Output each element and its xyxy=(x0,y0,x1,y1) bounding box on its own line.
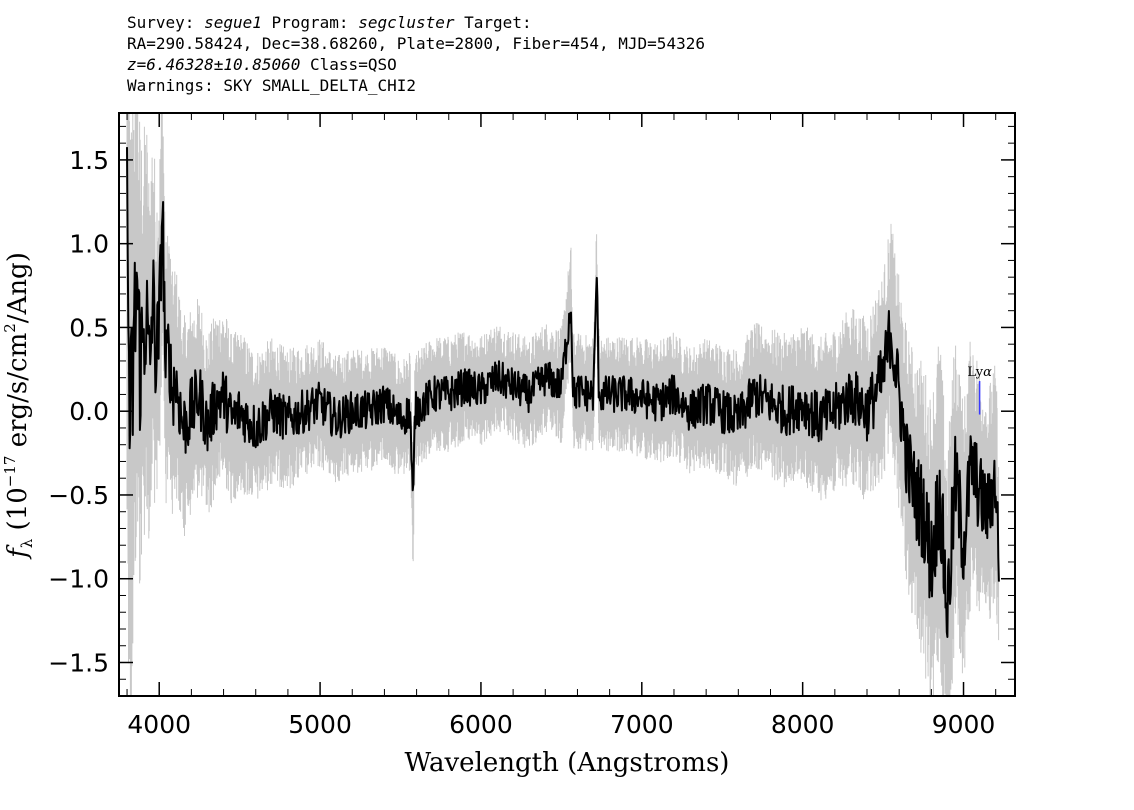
lya-label: Lyα xyxy=(967,365,992,380)
survey-name: segue1 xyxy=(204,13,262,32)
x-tick-label: 4000 xyxy=(127,710,191,739)
y-tick-label: 0.5 xyxy=(69,313,109,342)
x-tick-label: 8000 xyxy=(771,710,835,739)
y-tick-label: −0.5 xyxy=(48,481,109,510)
x-tick-label: 5000 xyxy=(288,710,352,739)
y-tick-label: −1.5 xyxy=(48,648,109,677)
axis-ticks: 4000 5000 6000 7000 8000 9000 −1.5 −1.0 −0.5 0.0 0… xyxy=(48,113,1015,739)
program-name: segcluster xyxy=(358,13,455,32)
header-line-warnings: Warnings: SKY SMALL_DELTA_CHI2 xyxy=(127,76,416,95)
plot-frame xyxy=(118,112,1016,697)
header-line-redshift: z=6.46328±10.85060 Class=QSO xyxy=(127,54,705,75)
class-value: Class=QSO xyxy=(300,55,397,74)
x-tick-label: 6000 xyxy=(449,710,513,739)
x-tick-label: 9000 xyxy=(932,710,996,739)
y-axis-title: fλ (10−17 erg/s/cm2/Ang) xyxy=(1,252,36,560)
y-tick-label: 1.5 xyxy=(69,146,109,175)
flux-series xyxy=(126,147,1000,638)
y-tick-label: 0.0 xyxy=(69,397,109,426)
header-line-survey: Survey: segue1 Program: segcluster Targe… xyxy=(127,13,532,32)
y-tick-label: 1.0 xyxy=(69,230,109,259)
x-tick-label: 7000 xyxy=(610,710,674,739)
annotations: Lyα xyxy=(967,365,992,415)
redshift-value: z=6.46328±10.85060 xyxy=(127,55,301,74)
x-axis-title: Wavelength (Angstroms) xyxy=(405,748,730,778)
spectrum-header: Survey: segue1 Program: segcluster Targe… xyxy=(127,12,705,96)
y-tick-label: −1.0 xyxy=(48,565,109,594)
header-line-coordinates: RA=290.58424, Dec=38.68260, Plate=2800, … xyxy=(127,34,705,53)
flux-line xyxy=(126,147,1000,638)
